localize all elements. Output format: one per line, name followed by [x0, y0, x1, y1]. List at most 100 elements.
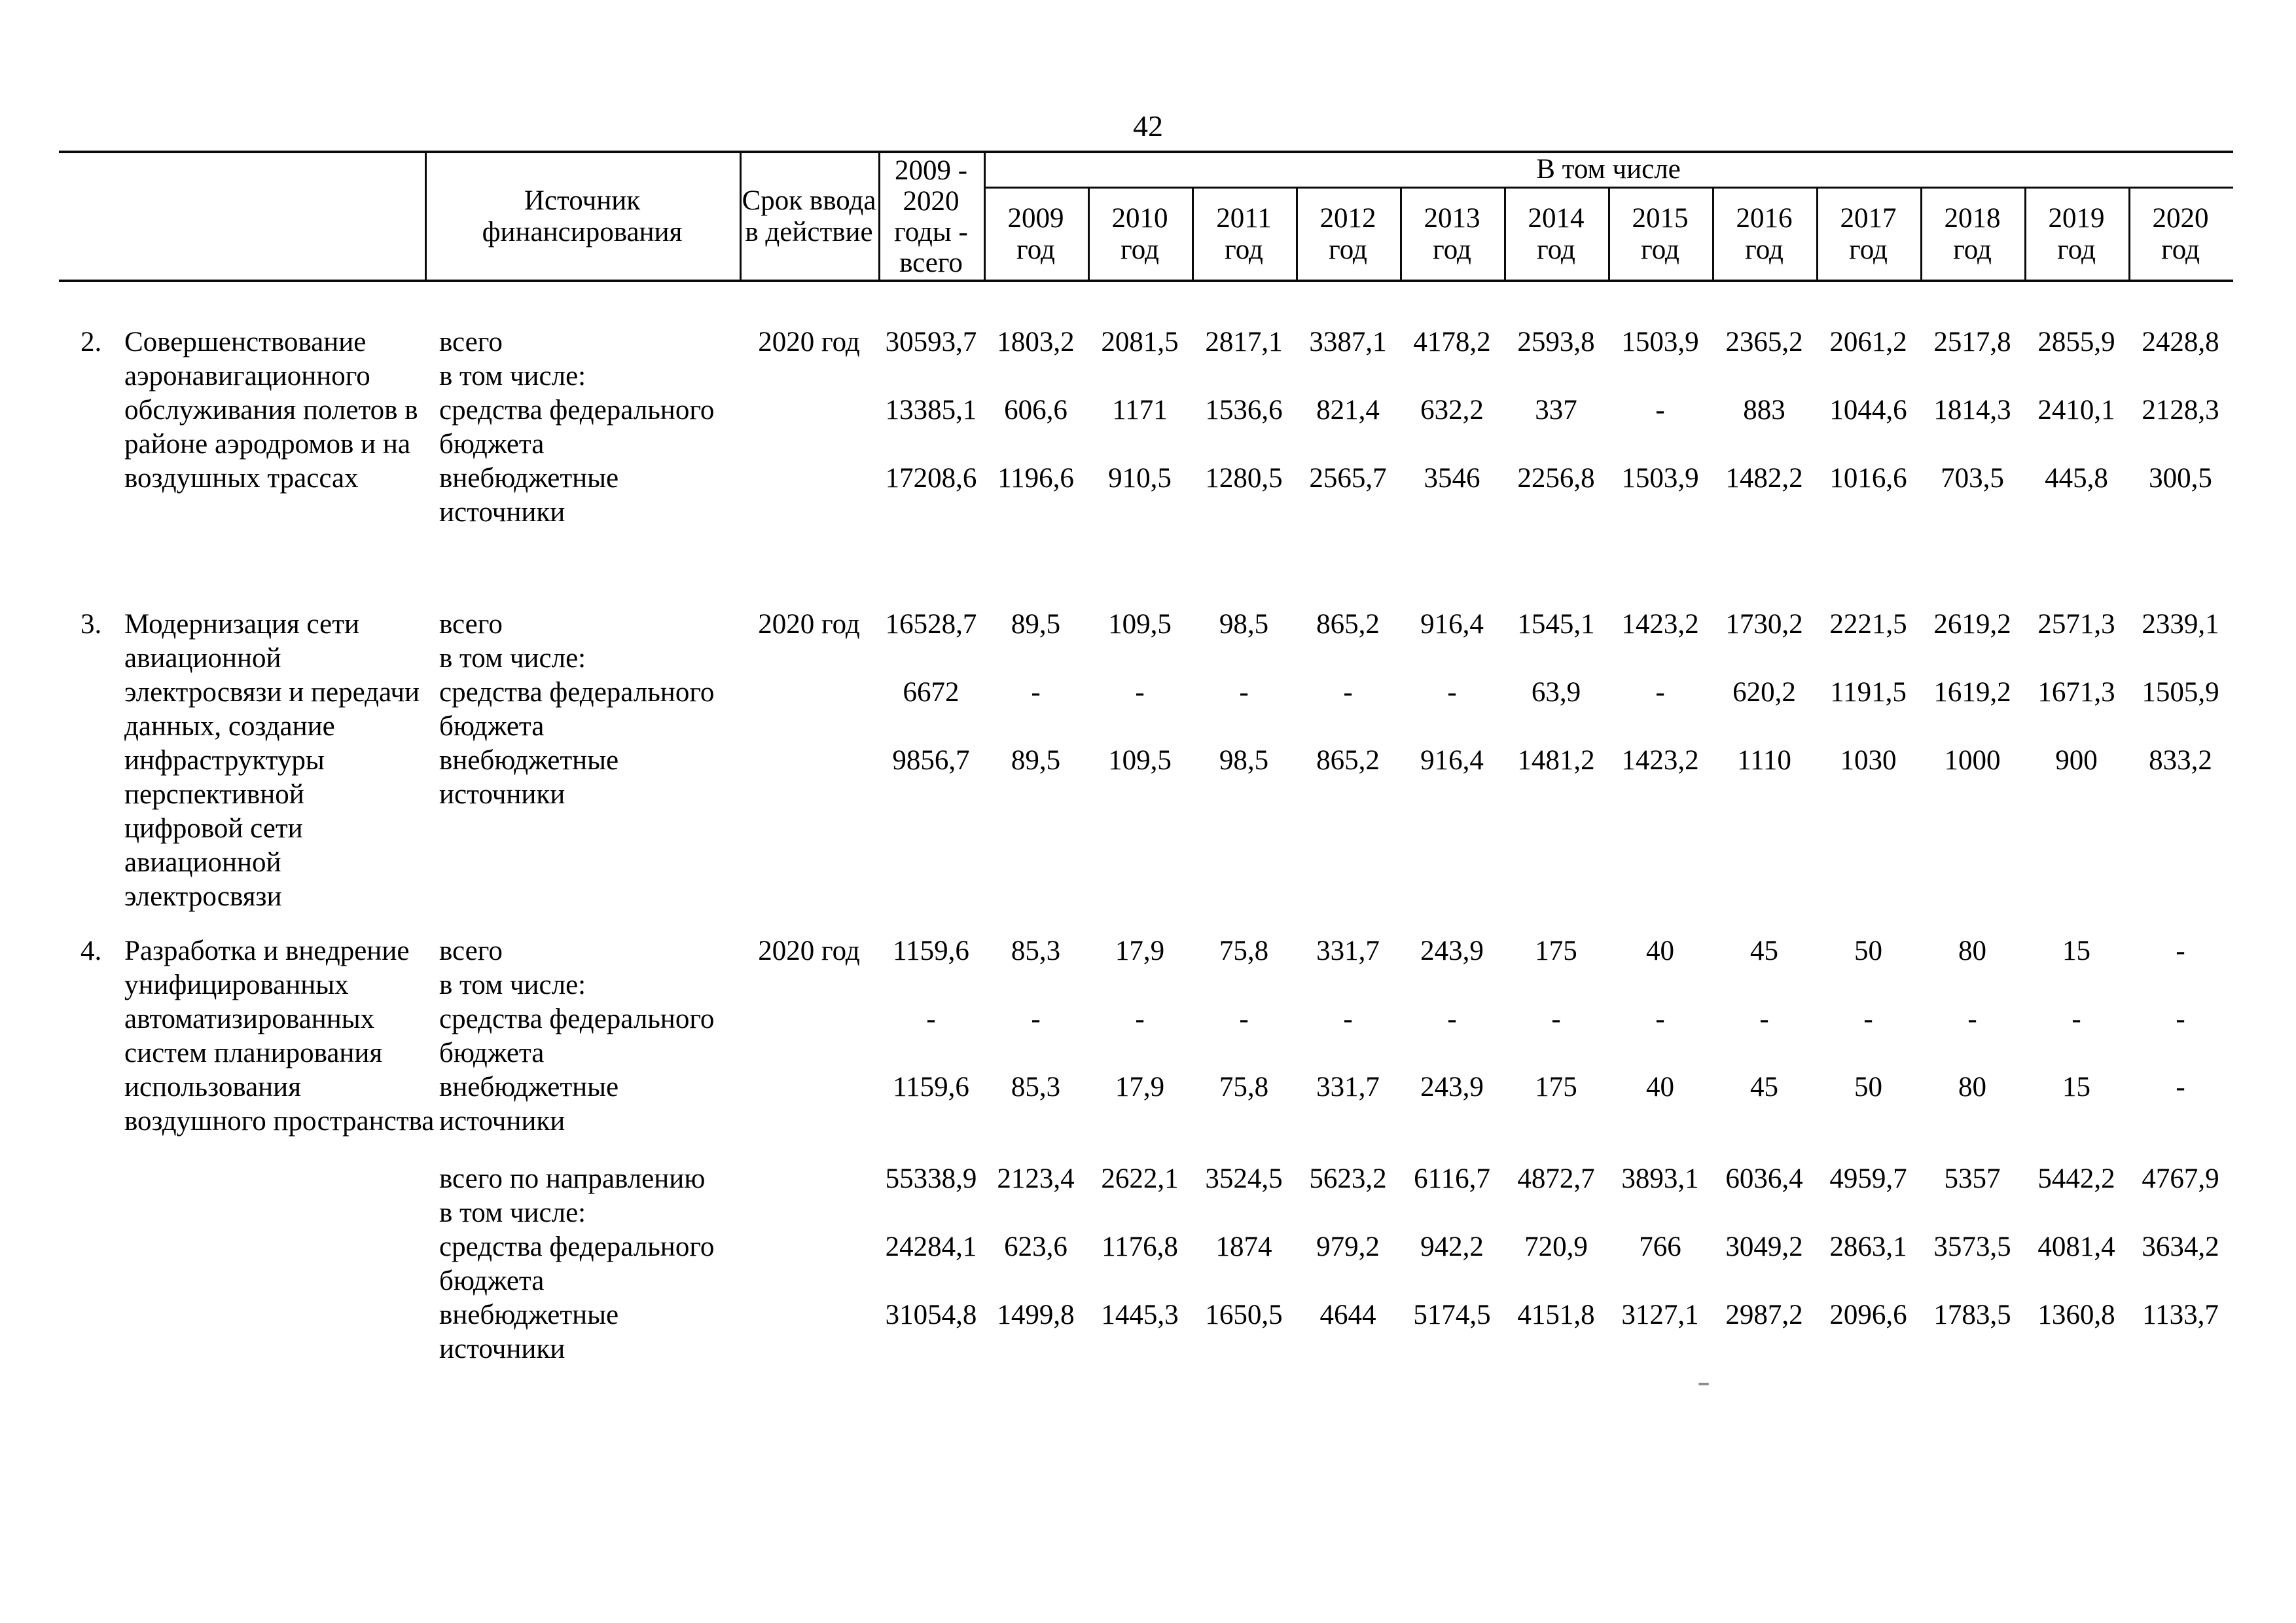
description-cell [124, 1298, 425, 1332]
year-header-number: 2010 [1111, 202, 1168, 234]
year-value-cell: 1536,6 [1205, 395, 1283, 426]
year-header-number: 2016 [1736, 202, 1793, 234]
year-value-cell [1608, 1332, 1712, 1366]
row-number-cell [59, 642, 124, 676]
year-value-cell [984, 428, 1088, 462]
year-value-cell [1712, 710, 1816, 744]
year-value-cell [1400, 968, 1504, 1002]
header-including: В том числе [1536, 153, 1681, 185]
year-header-word: год [1121, 234, 1159, 265]
description-cell: перспективной [124, 779, 304, 810]
year-value-cell [2024, 428, 2128, 462]
description-cell: воздушных трассах [124, 463, 359, 494]
year-value-cell: 1133,7 [2142, 1300, 2219, 1330]
commissioning-cell: 2020 год [758, 327, 860, 357]
year-value-cell [1400, 1196, 1504, 1230]
year-value-cell [1816, 778, 1920, 812]
table-line: электросвязи и передачи средства федераль… [59, 676, 2233, 710]
commissioning-cell [740, 462, 878, 496]
year-value-cell [1400, 496, 1504, 530]
total-cell [878, 428, 984, 462]
year-value-cell [1296, 359, 1400, 393]
year-value-cell: - [1967, 1004, 1977, 1034]
total-cell [878, 968, 984, 1002]
year-value-cell: 1030 [1840, 745, 1897, 776]
commissioning-cell [740, 744, 878, 778]
commissioning-cell [740, 968, 878, 1002]
row-number-cell [59, 496, 124, 530]
year-value-cell: 243,9 [1420, 1072, 1484, 1103]
year-value-cell: 17,9 [1115, 1072, 1165, 1103]
year-value-cell [1920, 1104, 2024, 1139]
year-header-number: 2020 [2152, 202, 2209, 234]
year-value-cell: 445,8 [2045, 463, 2108, 494]
year-value-cell [1816, 1036, 1920, 1070]
column-separator-line [1608, 189, 1610, 280]
year-value-cell: 1044,6 [1829, 395, 1907, 426]
column-separator-line [1400, 189, 1402, 280]
year-value-cell: 2619,2 [1933, 609, 2011, 640]
year-value-cell: - [1551, 1004, 1561, 1034]
year-value-cell [984, 1332, 1088, 1366]
table-line: источники [59, 496, 2233, 530]
description-cell: Совершенствование [124, 327, 367, 357]
total-cell: 9856,7 [892, 745, 970, 776]
year-value-cell: 50 [1854, 1072, 1882, 1103]
year-value-cell: 89,5 [1011, 745, 1061, 776]
year-value-cell: 1505,9 [2142, 677, 2219, 708]
year-value-cell: - [1135, 677, 1145, 708]
column-separator-line [2024, 189, 2026, 280]
row-number-cell [59, 968, 124, 1002]
year-header-number: 2014 [1528, 202, 1585, 234]
year-value-cell [1816, 496, 1920, 530]
year-value-cell: 1280,5 [1205, 463, 1283, 494]
source-cell: всего [439, 327, 503, 357]
year-value-cell [1920, 428, 2024, 462]
year-value-cell: 98,5 [1219, 609, 1269, 640]
year-value-cell [1608, 359, 1712, 393]
year-value-cell: 865,2 [1316, 609, 1380, 640]
year-value-cell [2024, 1196, 2128, 1230]
year-value-cell [1920, 968, 2024, 1002]
description-cell [124, 1196, 425, 1230]
year-value-cell: 623,6 [1004, 1231, 1067, 1262]
description-cell: цифровой сети [124, 813, 303, 844]
description-cell [124, 1264, 425, 1298]
year-value-cell: 4151,8 [1517, 1300, 1595, 1330]
year-header-number: 2012 [1319, 202, 1376, 234]
year-value-cell [984, 778, 1088, 812]
year-value-cell: 1650,5 [1205, 1300, 1283, 1330]
year-value-cell: 2622,1 [1101, 1163, 1179, 1194]
year-value-cell [1504, 1196, 1608, 1230]
year-value-cell [1192, 710, 1296, 744]
year-value-cell [2128, 1264, 2233, 1298]
year-value-cell [1608, 812, 1712, 846]
year-value-cell: 15 [2062, 1072, 2090, 1103]
year-value-cell [1296, 812, 1400, 846]
year-value-cell [1816, 880, 1920, 914]
year-value-cell [1296, 1036, 1400, 1070]
year-value-cell [1400, 428, 1504, 462]
table-line: 2. Совершенствование всего 2020 год 30593,7 1… [59, 325, 2233, 359]
year-value-cell [1816, 359, 1920, 393]
year-value-cell [2128, 1196, 2233, 1230]
year-value-cell: 3387,1 [1309, 327, 1387, 357]
total-cell: 17208,6 [885, 463, 977, 494]
year-value-cell: - [1239, 677, 1249, 708]
year-header: 2016 год [1712, 189, 1816, 280]
table-line: обслуживания полетов в средства федеральн… [59, 393, 2233, 428]
column-separator-line [1816, 189, 1818, 280]
year-value-cell: 1481,2 [1517, 745, 1595, 776]
table-row-group: 3. Модернизация сети всего 2020 год 16528,7 8… [59, 608, 2233, 914]
total-cell: 16528,7 [885, 609, 977, 640]
year-value-cell: 2221,5 [1829, 609, 1907, 640]
year-value-cell [2128, 846, 2233, 880]
year-value-cell [1192, 968, 1296, 1002]
year-value-cell [2128, 968, 2233, 1002]
year-value-cell: 1423,2 [1621, 745, 1699, 776]
column-separator-line [2128, 189, 2130, 280]
year-value-cell: 3524,5 [1205, 1163, 1283, 1194]
commissioning-cell [740, 1230, 878, 1264]
total-cell [878, 710, 984, 744]
header-source-of-financing: Источник финансирования [482, 185, 683, 247]
